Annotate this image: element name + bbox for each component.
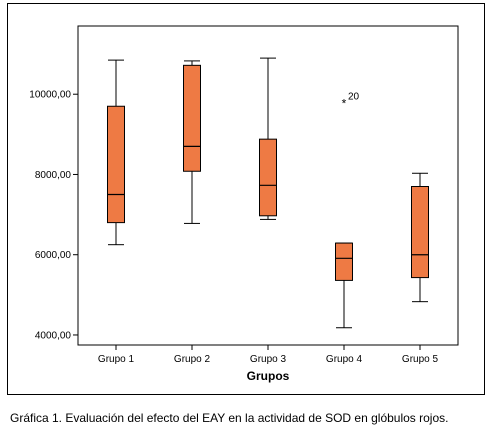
box-grupo-5	[411, 172, 429, 303]
boxes-group	[107, 57, 429, 329]
x-tick-label: Grupo 4	[326, 354, 363, 365]
iqr-box	[183, 64, 201, 172]
y-tick-label: 4000,00	[35, 330, 72, 341]
x-tick-label: Grupo 3	[250, 354, 287, 365]
x-tick-label: Grupo 2	[174, 354, 211, 365]
iqr-box	[107, 105, 125, 224]
box-grupo-4	[335, 242, 353, 329]
iqr-box	[411, 186, 429, 279]
outlier-marker: *	[342, 97, 347, 111]
outlier-label: 20	[348, 92, 360, 103]
figure-caption: Gráfica 1. Evaluación del efecto del EAY…	[10, 411, 449, 425]
box-grupo-3	[259, 57, 277, 220]
y-tick-label: 6000,00	[35, 250, 72, 261]
x-axis-title: Grupos	[247, 369, 290, 383]
x-tick-label: Grupo 5	[402, 354, 439, 365]
y-axis: 4000,00 6000,00 8000,00 10000,00	[29, 90, 78, 341]
x-tick-label: Grupo 1	[98, 354, 135, 365]
outliers-group: * 20	[342, 92, 360, 111]
box-grupo-2	[183, 60, 201, 224]
iqr-box	[335, 242, 353, 281]
box-grupo-1	[107, 59, 125, 246]
figure-frame: 4000,00 6000,00 8000,00 10000,00 Grupo 1 Gru…	[7, 3, 485, 395]
y-tick-label: 10000,00	[29, 90, 71, 101]
y-tick-label: 8000,00	[35, 170, 72, 181]
x-axis: Grupo 1 Grupo 2 Grupo 3 Grupo 4 Grupo 5	[98, 345, 439, 365]
iqr-box	[259, 138, 277, 217]
